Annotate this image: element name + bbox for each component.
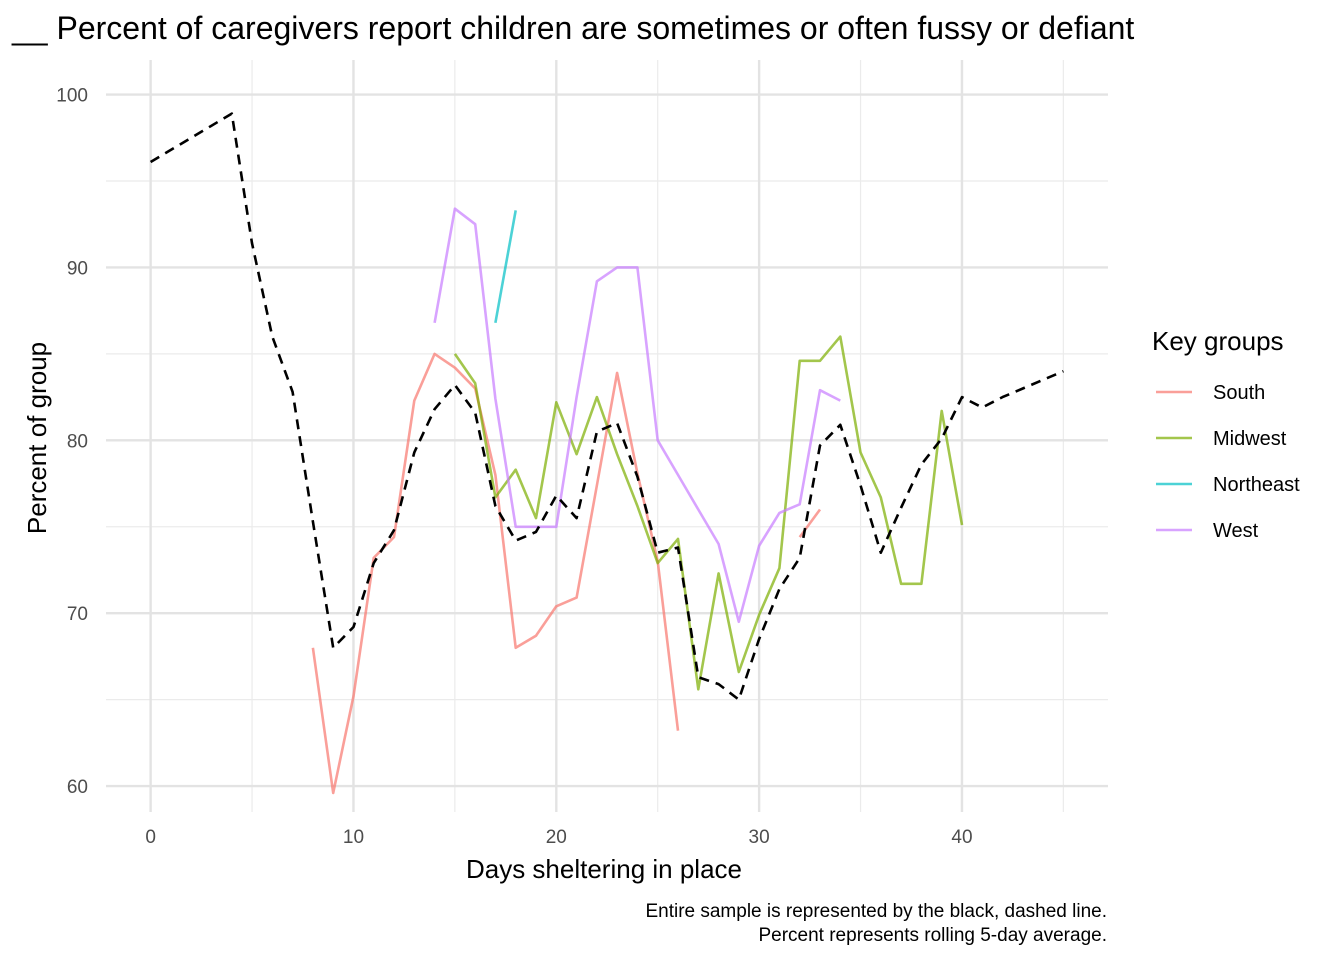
caption-line-1: Entire sample is represented by the blac… [645, 901, 1107, 922]
legend-title: Key groups [1152, 326, 1284, 356]
entire-sample-line [149, 112, 1064, 701]
series-line-west [433, 207, 841, 624]
legend: Key groups South Midwest Northeast West [1152, 326, 1300, 542]
chart-title: __ Percent of caregivers report children… [11, 10, 1134, 46]
x-axis-ticks: 0 10 20 30 40 [145, 827, 972, 848]
y-tick-label: 100 [56, 86, 88, 107]
y-tick-label: 70 [67, 604, 88, 625]
series-line-northeast [494, 210, 517, 324]
x-tick-label: 0 [145, 827, 156, 848]
legend-label-midwest: Midwest [1213, 428, 1287, 450]
series-line-midwest [453, 335, 964, 691]
y-tick-label: 90 [67, 258, 88, 279]
x-tick-label: 20 [546, 827, 567, 848]
y-tick-label: 80 [67, 431, 88, 452]
legend-label-south: South [1213, 382, 1265, 404]
y-axis-ticks: 60 70 80 90 100 [56, 86, 88, 798]
grid [106, 60, 1108, 812]
caption-line-2: Percent represents rolling 5-day average… [758, 925, 1107, 946]
x-tick-label: 30 [749, 827, 770, 848]
y-axis-title: Percent of group [22, 342, 52, 534]
y-tick-label: 60 [67, 777, 88, 798]
x-tick-label: 10 [343, 827, 364, 848]
series-line-south-segment [798, 508, 822, 538]
x-tick-label: 40 [951, 827, 972, 848]
legend-label-northeast: Northeast [1213, 474, 1300, 496]
legend-label-west: West [1213, 520, 1259, 542]
series-layer [149, 112, 1064, 795]
x-axis-title: Days sheltering in place [466, 854, 742, 884]
series-line-south [311, 352, 680, 795]
